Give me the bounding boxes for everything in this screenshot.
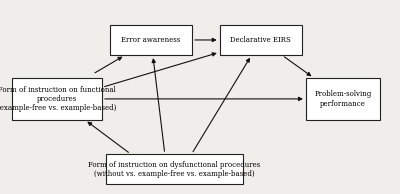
FancyBboxPatch shape	[110, 25, 192, 55]
Text: Form of instruction on dysfunctional procedures
(without vs. example-free vs. ex: Form of instruction on dysfunctional pro…	[88, 161, 261, 178]
Text: Declarative EIRS: Declarative EIRS	[230, 36, 291, 44]
Text: Form of instruction on functional
procedures
(example-free vs. example-based): Form of instruction on functional proced…	[0, 86, 117, 112]
FancyBboxPatch shape	[12, 78, 102, 120]
Text: Problem-solving
performance: Problem-solving performance	[314, 90, 372, 107]
FancyBboxPatch shape	[220, 25, 302, 55]
Text: Error awareness: Error awareness	[121, 36, 181, 44]
FancyBboxPatch shape	[106, 154, 243, 184]
FancyBboxPatch shape	[306, 78, 380, 120]
